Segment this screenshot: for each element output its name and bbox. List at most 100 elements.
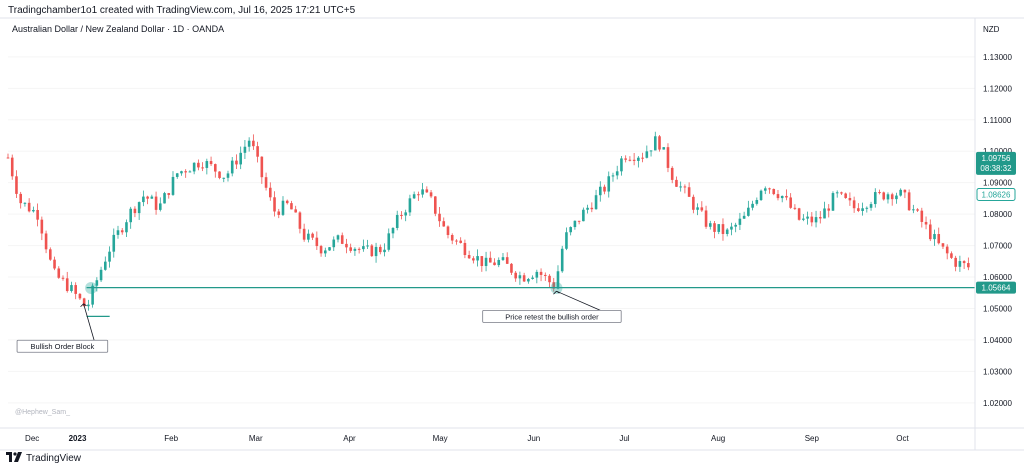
candle-body bbox=[175, 173, 179, 177]
candle-body bbox=[146, 196, 149, 199]
candle-body bbox=[679, 186, 682, 188]
candle-body bbox=[848, 198, 852, 201]
candle-body bbox=[421, 189, 424, 195]
candle-body bbox=[751, 203, 754, 208]
annotation-arrow bbox=[83, 303, 95, 341]
x-tick-label: Oct bbox=[896, 434, 909, 443]
candle-body bbox=[104, 261, 107, 270]
candle-body bbox=[958, 261, 962, 267]
candle-body bbox=[852, 200, 856, 209]
candle-body bbox=[586, 207, 589, 210]
candle-body bbox=[548, 275, 551, 283]
candle-body bbox=[433, 196, 437, 214]
candle-body bbox=[180, 171, 183, 174]
symbol-description: Australian Dollar / New Zealand Dollar ·… bbox=[12, 24, 225, 34]
candle-body bbox=[759, 190, 763, 201]
candle-body bbox=[802, 218, 805, 220]
y-tick-label: 1.05000 bbox=[983, 304, 1012, 313]
y-tick-label: 1.06000 bbox=[983, 273, 1012, 282]
candle-body bbox=[171, 176, 175, 195]
candle-body bbox=[429, 192, 433, 197]
candle-body bbox=[120, 230, 124, 233]
candle-body bbox=[40, 219, 44, 234]
candle-body bbox=[776, 194, 780, 199]
candle-body bbox=[662, 147, 666, 150]
candle-body bbox=[264, 177, 268, 188]
candle-body bbox=[945, 246, 949, 254]
candle-body bbox=[230, 160, 234, 174]
candle-body bbox=[125, 222, 128, 233]
candle-body bbox=[890, 194, 894, 200]
candle-body bbox=[522, 275, 526, 282]
x-tick-label: Apr bbox=[343, 434, 356, 443]
candle-body bbox=[298, 212, 302, 229]
candle-body bbox=[315, 237, 319, 247]
candle-body bbox=[65, 278, 69, 292]
candle-body bbox=[391, 227, 395, 234]
candle-body bbox=[831, 193, 835, 211]
candle-body bbox=[933, 234, 936, 240]
candle-body bbox=[967, 263, 970, 268]
candle-body bbox=[493, 262, 496, 266]
y-tick-label: 1.04000 bbox=[983, 336, 1012, 345]
tradingview-brand[interactable]: TradingView bbox=[6, 452, 81, 465]
candle-body bbox=[806, 216, 809, 219]
candle-body bbox=[704, 210, 708, 227]
candle-body bbox=[273, 197, 276, 212]
candle-body bbox=[827, 208, 831, 211]
candle-body bbox=[907, 192, 911, 211]
candle-body bbox=[159, 203, 162, 210]
last-price-tag bbox=[976, 151, 1016, 175]
candle-body bbox=[417, 194, 420, 196]
candle-body bbox=[840, 192, 843, 194]
candle-body bbox=[531, 277, 534, 279]
candle-body bbox=[747, 207, 750, 216]
candle-body bbox=[209, 161, 213, 165]
candle-body bbox=[472, 258, 475, 261]
candle-body bbox=[133, 208, 137, 214]
annotation-text: Price retest the bullish order bbox=[505, 312, 599, 321]
y-tick-label: 1.11000 bbox=[983, 116, 1012, 125]
x-tick-label: Jul bbox=[619, 434, 629, 443]
candle-body bbox=[188, 171, 192, 173]
candle-body bbox=[789, 197, 792, 208]
candle-body bbox=[108, 251, 111, 262]
candle-body bbox=[425, 189, 429, 193]
candle-body bbox=[370, 245, 374, 257]
y-tick-label: 1.07000 bbox=[983, 242, 1012, 251]
candle-body bbox=[349, 247, 352, 251]
candle-body bbox=[560, 248, 564, 272]
candle-body bbox=[683, 186, 687, 188]
candle-body bbox=[23, 202, 27, 204]
candle-body bbox=[488, 257, 492, 263]
candle-body bbox=[19, 193, 22, 204]
candle-body bbox=[835, 192, 839, 194]
candle-body bbox=[15, 176, 18, 194]
candle-body bbox=[569, 227, 572, 233]
candle-body bbox=[780, 195, 784, 199]
candle-body bbox=[878, 192, 881, 194]
x-tick-label: Mar bbox=[249, 434, 263, 443]
candle-body bbox=[857, 208, 860, 211]
candle-body bbox=[556, 271, 560, 289]
x-tick-label: Sep bbox=[805, 434, 820, 443]
candle-body bbox=[620, 158, 623, 172]
candle-body bbox=[632, 159, 636, 161]
candle-body bbox=[226, 173, 230, 178]
candle-body bbox=[793, 207, 797, 209]
candle-body bbox=[785, 195, 788, 198]
candle-body bbox=[903, 189, 907, 193]
highlight-circle bbox=[85, 282, 98, 295]
candle-body bbox=[353, 248, 357, 251]
candle-body bbox=[319, 246, 323, 254]
candle-body bbox=[734, 224, 737, 227]
candle-body bbox=[742, 215, 746, 219]
candle-body bbox=[615, 171, 619, 176]
candle-body bbox=[582, 209, 585, 222]
candle-body bbox=[696, 207, 699, 210]
tradingview-logo-icon bbox=[6, 452, 22, 465]
candle-body bbox=[928, 224, 932, 240]
candle-body bbox=[150, 196, 154, 199]
candle-body bbox=[886, 194, 890, 200]
